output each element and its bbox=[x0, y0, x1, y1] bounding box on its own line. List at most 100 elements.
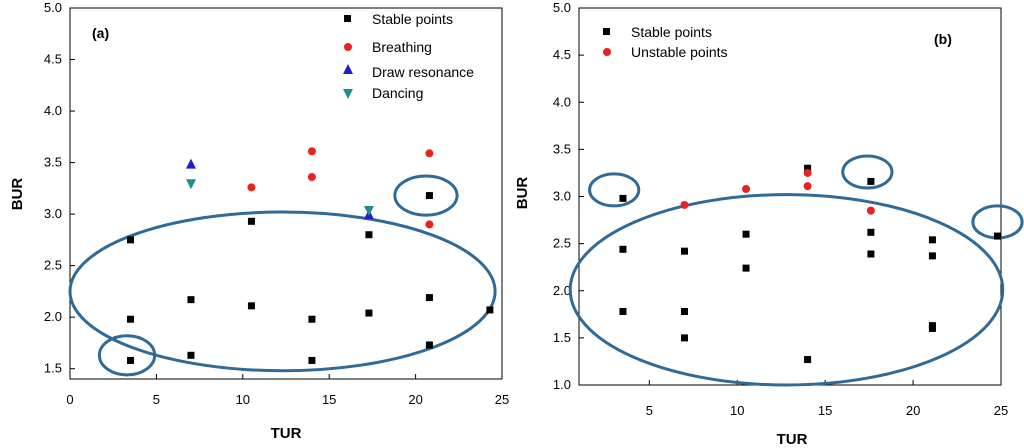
panel-b: 5 10 15 20 25 1.0 1.5 2.0 2.5 3.0 3.5 4.0 4.5 5.0 (b)… bbox=[514, 0, 1024, 448]
point-stable-points bbox=[867, 228, 875, 236]
y-tick-label: 2.0 bbox=[553, 283, 571, 298]
panel-a-xlabel: TUR bbox=[271, 425, 302, 442]
panel-a-ylabel: BUR bbox=[9, 178, 26, 211]
y-tick-label: 4.5 bbox=[553, 47, 571, 62]
x-tick-label: 10 bbox=[236, 392, 250, 407]
point-breathing bbox=[247, 183, 256, 192]
point-breathing bbox=[307, 147, 316, 156]
y-tick-label: 4.0 bbox=[553, 94, 571, 109]
point-breathing bbox=[425, 220, 434, 229]
point-dancing bbox=[363, 206, 374, 217]
highlight-ellipse bbox=[68, 210, 497, 373]
point-stable-points bbox=[425, 294, 433, 302]
x-tick-label: 15 bbox=[322, 392, 336, 407]
highlight-ellipse bbox=[588, 172, 641, 208]
point-stable-points bbox=[486, 306, 494, 314]
legend-label-stable-points: Stable points bbox=[372, 11, 453, 27]
panel-b-ticks: 5 10 15 20 25 1.0 1.5 2.0 2.5 3.0 3.5 4.0 4.5 5.0 bbox=[553, 0, 1008, 418]
y-tick-label: 4.0 bbox=[44, 103, 62, 118]
x-tick-label: 10 bbox=[730, 403, 744, 418]
x-tick-label: 5 bbox=[153, 392, 160, 407]
x-tick-label: 25 bbox=[495, 392, 509, 407]
panel-b-legend: Stable points Unstable points bbox=[603, 24, 728, 60]
point-stable-points bbox=[308, 356, 316, 364]
point-unstable-points bbox=[680, 200, 689, 209]
highlight-ellipse bbox=[97, 334, 157, 377]
legend-label-breathing: Breathing bbox=[372, 39, 432, 55]
point-stable-points bbox=[247, 302, 255, 310]
point-stable-points bbox=[681, 247, 688, 255]
point-stable-points bbox=[365, 231, 373, 239]
point-breathing bbox=[307, 173, 316, 182]
point-stable-points bbox=[619, 194, 627, 202]
point-stable-points bbox=[126, 315, 134, 323]
panel-a: 0 5 10 15 20 25 1.5 2.0 2.5 3.0 3.5 4.0 4.5 5.0 (a) T… bbox=[9, 0, 509, 442]
y-tick-label: 1.5 bbox=[553, 330, 571, 345]
y-tick-label: 1.0 bbox=[553, 377, 571, 392]
legend-marker-dancing bbox=[343, 89, 353, 99]
point-stable-points bbox=[619, 245, 627, 253]
y-tick-label: 3.5 bbox=[553, 141, 571, 156]
point-stable-points bbox=[928, 252, 936, 260]
x-tick-label: 5 bbox=[646, 403, 653, 418]
panel-b-plot-frame bbox=[578, 7, 1002, 386]
highlight-ellipse bbox=[393, 174, 459, 217]
y-tick-label: 5.0 bbox=[553, 0, 571, 15]
panel-a-plot-frame bbox=[69, 7, 503, 380]
legend-label-stable-points: Stable points bbox=[631, 24, 712, 40]
panel-b-label: (b) bbox=[934, 31, 952, 47]
legend-marker-stable-points bbox=[344, 15, 351, 22]
point-stable-points bbox=[308, 315, 316, 323]
panel-a-annotations bbox=[68, 174, 497, 377]
legend-marker-breathing bbox=[344, 43, 352, 51]
point-unstable-points bbox=[742, 184, 751, 193]
point-stable-points bbox=[365, 309, 373, 317]
point-stable-points bbox=[126, 356, 134, 364]
point-unstable-points bbox=[803, 182, 812, 191]
panel-a-ticks: 0 5 10 15 20 25 1.5 2.0 2.5 3.0 3.5 4.0 4.5 5.0 bbox=[44, 0, 509, 407]
point-stable-points bbox=[187, 351, 195, 359]
point-stable-points bbox=[928, 324, 936, 332]
point-stable-points bbox=[804, 164, 812, 172]
legend-marker-unstable-points bbox=[603, 48, 611, 56]
point-stable-points bbox=[247, 217, 255, 225]
point-breathing bbox=[425, 149, 434, 158]
point-stable-points bbox=[425, 192, 433, 200]
y-tick-label: 2.0 bbox=[44, 309, 62, 324]
panel-a-legend: Stable points Breathing Draw resonance D… bbox=[343, 11, 474, 101]
highlight-ellipse bbox=[841, 154, 894, 190]
point-stable-points bbox=[867, 177, 875, 185]
x-tick-label: 20 bbox=[408, 392, 422, 407]
point-dancing bbox=[185, 179, 196, 190]
legend-label-unstable-points: Unstable points bbox=[631, 44, 728, 60]
y-tick-label: 3.5 bbox=[44, 155, 62, 170]
highlight-ellipse bbox=[568, 193, 1005, 387]
panel-b-annotations bbox=[568, 154, 1024, 387]
x-tick-label: 20 bbox=[906, 403, 920, 418]
legend-label-dancing: Dancing bbox=[372, 85, 423, 101]
y-tick-label: 2.5 bbox=[44, 258, 62, 273]
legend-marker-draw-resonance bbox=[343, 64, 353, 74]
point-unstable-points bbox=[803, 168, 812, 177]
point-stable-points bbox=[425, 341, 433, 349]
point-stable-points bbox=[619, 307, 627, 315]
panel-a-points bbox=[126, 147, 494, 364]
legend-marker-stable-points bbox=[603, 28, 610, 35]
y-tick-label: 3.0 bbox=[44, 206, 62, 221]
point-stable-points bbox=[187, 296, 195, 304]
point-stable-points bbox=[126, 236, 134, 244]
y-tick-label: 2.5 bbox=[553, 236, 571, 251]
x-tick-label: 15 bbox=[818, 403, 832, 418]
legend-label-draw-resonance: Draw resonance bbox=[372, 64, 474, 80]
point-stable-points bbox=[742, 230, 750, 238]
point-stable-points bbox=[742, 264, 750, 272]
point-stable-points bbox=[681, 307, 688, 315]
x-tick-label: 0 bbox=[66, 392, 73, 407]
panel-b-points bbox=[619, 164, 1001, 364]
panel-b-xlabel: TUR bbox=[777, 431, 808, 448]
point-stable-points bbox=[928, 236, 936, 244]
panel-b-ylabel: BUR bbox=[514, 177, 531, 210]
point-stable-points bbox=[993, 232, 1001, 240]
point-unstable-points bbox=[866, 206, 875, 215]
